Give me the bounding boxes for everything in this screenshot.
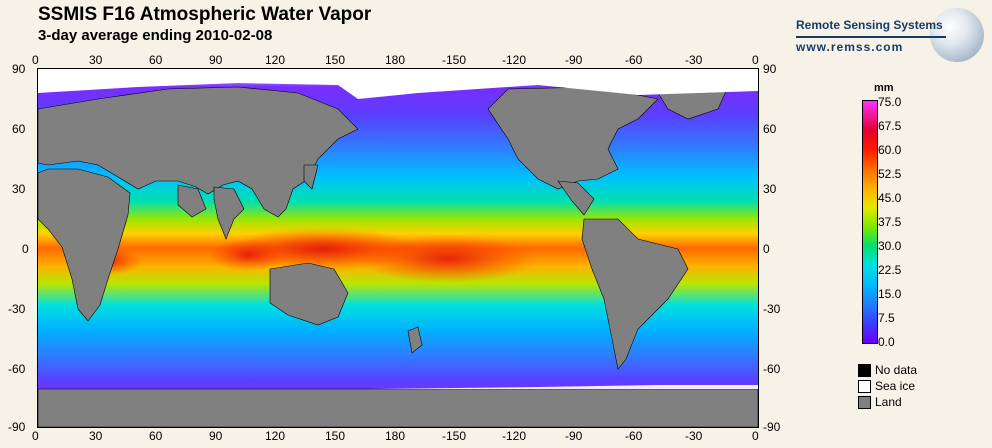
lat-right-label: 30 xyxy=(763,182,777,196)
colorbar-tick: 15.0 xyxy=(878,287,902,301)
colorbar-tick: 37.5 xyxy=(878,215,902,229)
lat-right-label: -60 xyxy=(763,362,781,376)
lat-left-label: 90 xyxy=(12,62,26,76)
colorbar-unit: mm xyxy=(874,82,894,94)
colorbar xyxy=(862,100,878,344)
lat-left-label: 60 xyxy=(12,122,26,136)
lat-left-label: 30 xyxy=(12,182,26,196)
lon-top-label: -30 xyxy=(685,53,703,67)
lat-right-label: 0 xyxy=(763,242,770,256)
lon-bottom-label: 180 xyxy=(385,429,406,443)
colorbar-tick: 30.0 xyxy=(878,239,902,253)
lon-top-label: 180 xyxy=(385,53,406,67)
colorbar-tick: 22.5 xyxy=(878,263,902,277)
lon-top-label: 150 xyxy=(325,53,346,67)
lon-bottom-label: -60 xyxy=(625,429,643,443)
colorbar-tick: 67.5 xyxy=(878,119,902,133)
map-svg xyxy=(38,69,758,427)
colorbar-tick: 60.0 xyxy=(878,143,902,157)
colorbar-tick: 52.5 xyxy=(878,167,902,181)
land-swatch-icon xyxy=(858,395,871,409)
lon-top-label: 120 xyxy=(265,53,286,67)
lon-top-label: -150 xyxy=(442,53,467,67)
lat-right-label: -30 xyxy=(763,302,781,316)
logo-divider xyxy=(796,36,946,38)
sea-ice-areas xyxy=(38,69,758,389)
lon-bottom-label: -150 xyxy=(442,429,467,443)
lon-top-label: -90 xyxy=(565,53,583,67)
sea-ice-swatch-icon xyxy=(858,379,871,393)
legend-label: Land xyxy=(875,395,902,409)
lon-bottom-label: 120 xyxy=(265,429,286,443)
lon-bottom-label: 150 xyxy=(325,429,346,443)
legend-item-no-data: No data xyxy=(858,363,917,377)
page-title: SSMIS F16 Atmospheric Water Vapor xyxy=(38,4,372,25)
lat-left-label: -30 xyxy=(8,302,26,316)
lon-top-label: -120 xyxy=(502,53,527,67)
lon-bottom-label: 0 xyxy=(32,429,39,443)
lon-top-label: 0 xyxy=(752,53,759,67)
colorbar-tick: 7.5 xyxy=(878,311,895,325)
lon-bottom-label: -90 xyxy=(565,429,583,443)
lon-bottom-label: 90 xyxy=(209,429,223,443)
colorbar-tick: 75.0 xyxy=(878,95,902,109)
lon-bottom-label: -30 xyxy=(685,429,703,443)
legend-label: Sea ice xyxy=(875,379,916,393)
legend-label: No data xyxy=(875,363,918,377)
globe-logo-icon xyxy=(930,8,984,62)
lat-left-label: 0 xyxy=(22,242,29,256)
no-data-swatch-icon xyxy=(858,363,871,377)
lon-top-label: 90 xyxy=(209,53,223,67)
lat-right-label: -90 xyxy=(763,420,781,434)
lon-top-label: 60 xyxy=(149,53,163,67)
land-masses xyxy=(38,86,758,427)
logo-url: www.remss.com xyxy=(796,40,904,54)
logo-org-name: Remote Sensing Systems xyxy=(796,18,943,32)
legend-item-sea-ice: Sea ice xyxy=(858,379,915,393)
legend-item-land: Land xyxy=(858,395,902,409)
water-vapor-map[interactable] xyxy=(37,68,759,428)
colorbar-tick: 0.0 xyxy=(878,335,895,349)
lon-bottom-label: -120 xyxy=(502,429,527,443)
lon-top-label: 0 xyxy=(32,53,39,67)
lat-left-label: -90 xyxy=(8,420,26,434)
lon-top-label: 30 xyxy=(89,53,103,67)
page-subtitle: 3-day average ending 2010-02-08 xyxy=(38,27,273,44)
lon-bottom-label: 30 xyxy=(89,429,103,443)
lon-bottom-label: 0 xyxy=(752,429,759,443)
rss-logo[interactable]: Remote Sensing Systems www.remss.com xyxy=(790,6,990,66)
colorbar-tick: 45.0 xyxy=(878,191,902,205)
lon-bottom-label: 60 xyxy=(149,429,163,443)
lat-right-label: 90 xyxy=(763,62,777,76)
lat-right-label: 60 xyxy=(763,122,777,136)
lat-left-label: -60 xyxy=(8,362,26,376)
lon-top-label: -60 xyxy=(625,53,643,67)
